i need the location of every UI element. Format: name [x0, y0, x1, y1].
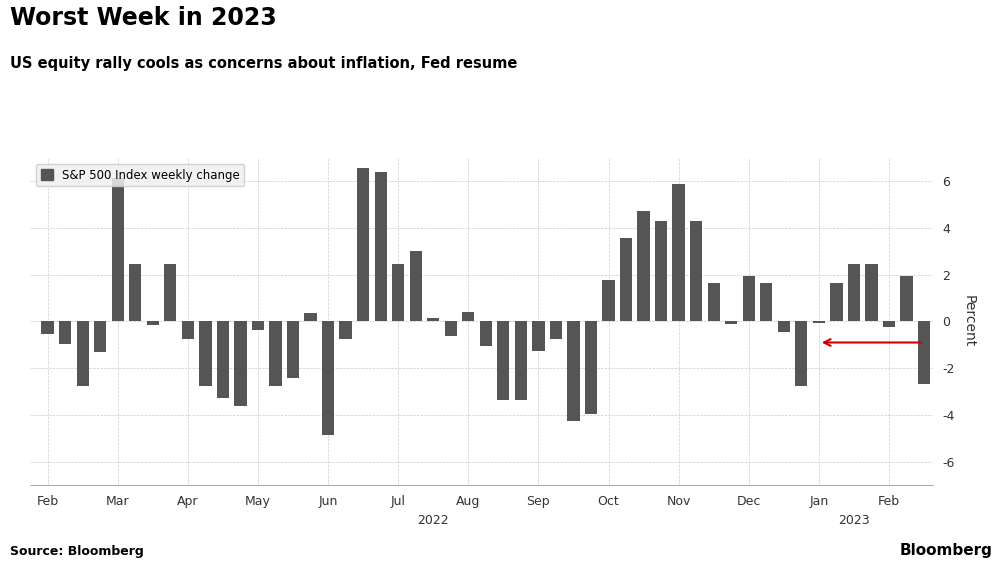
Bar	[567, 321, 579, 421]
Bar	[724, 321, 736, 324]
Bar	[392, 265, 404, 321]
Bar	[427, 318, 439, 321]
Text: Worst Week in 2023: Worst Week in 2023	[10, 6, 277, 30]
Bar	[865, 264, 877, 321]
Bar	[671, 184, 684, 321]
Text: 2022: 2022	[417, 514, 449, 527]
Bar	[304, 312, 317, 321]
Bar	[76, 321, 89, 386]
Bar	[374, 172, 387, 321]
Bar	[882, 321, 894, 327]
Bar	[181, 321, 193, 339]
Bar	[129, 264, 141, 321]
Bar	[602, 280, 614, 321]
Bar	[199, 321, 211, 386]
Bar	[287, 321, 299, 378]
Text: Source: Bloomberg: Source: Bloomberg	[10, 545, 143, 558]
Bar	[847, 264, 859, 321]
Bar	[760, 283, 772, 321]
Legend: S&P 500 Index weekly change: S&P 500 Index weekly change	[36, 164, 244, 186]
Bar	[654, 222, 666, 321]
Bar	[94, 321, 106, 352]
Bar	[322, 321, 334, 435]
Bar	[444, 321, 457, 336]
Bar	[339, 321, 352, 339]
Bar	[514, 321, 526, 400]
Bar	[164, 264, 176, 321]
Bar	[497, 321, 509, 400]
Bar	[812, 321, 825, 323]
Bar	[830, 283, 842, 321]
Bar	[409, 252, 422, 321]
Bar	[689, 222, 701, 321]
Bar	[462, 312, 474, 321]
Bar	[900, 276, 912, 321]
Bar	[59, 321, 71, 343]
Bar	[357, 168, 369, 321]
Bar	[41, 321, 54, 334]
Bar	[917, 321, 929, 384]
Bar	[741, 276, 755, 321]
Bar	[234, 321, 246, 406]
Bar	[584, 321, 596, 415]
Text: 2023: 2023	[838, 514, 869, 527]
Bar	[479, 321, 491, 346]
Bar	[795, 321, 807, 386]
Bar	[216, 321, 228, 398]
Bar	[637, 211, 649, 321]
Bar	[532, 321, 544, 351]
Bar	[270, 321, 282, 386]
Text: Bloomberg: Bloomberg	[899, 543, 992, 558]
Bar	[146, 321, 158, 325]
Bar	[252, 321, 264, 331]
Bar	[111, 178, 123, 321]
Bar	[777, 321, 790, 332]
Bar	[706, 283, 719, 321]
Y-axis label: Percent: Percent	[961, 296, 975, 347]
Bar	[619, 239, 631, 321]
Bar	[549, 321, 561, 339]
Text: US equity rally cools as concerns about inflation, Fed resume: US equity rally cools as concerns about …	[10, 56, 517, 72]
